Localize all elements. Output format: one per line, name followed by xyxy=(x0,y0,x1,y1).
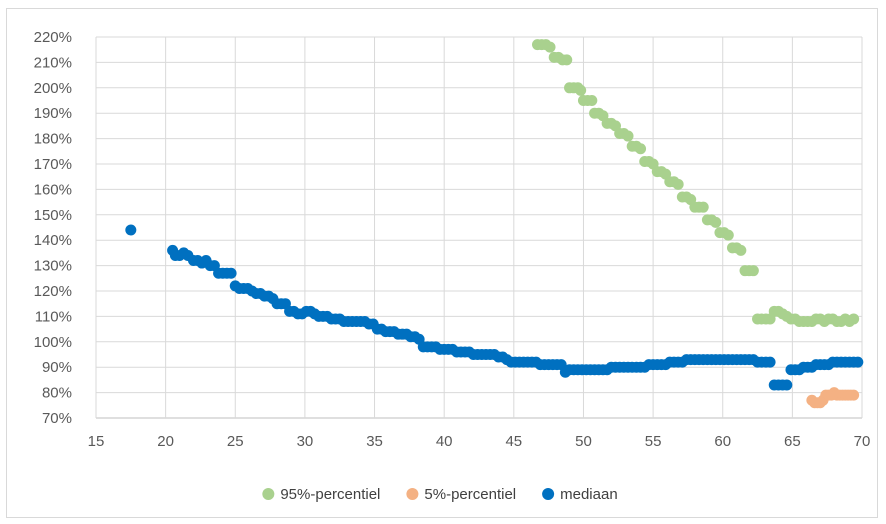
x-tick-label: 60 xyxy=(714,433,731,450)
legend-item: mediaan xyxy=(542,486,618,503)
x-tick-label: 30 xyxy=(297,433,314,450)
data-point xyxy=(125,224,137,236)
legend: 95%-percentiel 5%-percentiel mediaan xyxy=(262,486,618,503)
data-point xyxy=(848,389,860,401)
data-point xyxy=(635,143,647,155)
legend-label: mediaan xyxy=(560,486,618,503)
data-point xyxy=(622,130,634,142)
y-tick-label: 190% xyxy=(34,105,72,122)
data-point xyxy=(710,216,722,228)
y-tick-label: 180% xyxy=(34,131,72,148)
y-tick-label: 200% xyxy=(34,80,72,97)
legend-marker xyxy=(542,488,555,500)
data-point xyxy=(697,201,709,213)
y-tick-label: 130% xyxy=(34,258,72,275)
legend-item: 5%-percentiel xyxy=(406,486,516,503)
data-point xyxy=(561,54,573,66)
data-point xyxy=(735,244,747,256)
data-point xyxy=(544,41,556,53)
x-tick-label: 20 xyxy=(157,433,174,450)
x-tick-label: 15 xyxy=(88,433,105,450)
series-0 xyxy=(531,39,860,327)
legend-label: 5%-percentiel xyxy=(424,486,516,503)
y-tick-label: 150% xyxy=(34,207,72,224)
x-tick-label: 50 xyxy=(575,433,592,450)
data-point xyxy=(747,265,759,277)
y-tick-label: 80% xyxy=(42,385,72,402)
series-1 xyxy=(806,387,860,409)
y-tick-label: 210% xyxy=(34,54,72,71)
x-tick-label: 55 xyxy=(645,433,662,450)
x-tick-label: 45 xyxy=(505,433,522,450)
y-axis-tick-labels: 70% 80% 90% 100% 110% 120% 130% 140% 150% 160% 170… xyxy=(34,29,72,427)
data-point xyxy=(575,84,587,96)
legend-marker xyxy=(262,488,275,500)
y-tick-label: 120% xyxy=(34,283,72,300)
data-point xyxy=(848,313,860,325)
data-point xyxy=(764,356,776,368)
data-point xyxy=(225,267,237,279)
legend-label: 95%-percentiel xyxy=(280,486,380,503)
legend-marker xyxy=(406,488,419,500)
data-point xyxy=(852,356,864,368)
series-2 xyxy=(125,224,864,391)
data-point xyxy=(672,178,684,190)
x-tick-label: 70 xyxy=(854,433,871,450)
y-tick-label: 110% xyxy=(35,308,72,325)
y-tick-label: 70% xyxy=(42,410,72,427)
data-point xyxy=(586,95,598,106)
y-tick-label: 170% xyxy=(34,156,72,173)
x-axis-tick-labels: 15 20 25 30 35 40 45 50 55 60 65 70 xyxy=(88,433,871,450)
y-tick-label: 220% xyxy=(34,29,72,46)
gridlines xyxy=(95,36,863,419)
x-tick-label: 65 xyxy=(784,433,801,450)
data-points xyxy=(125,39,864,409)
y-tick-label: 140% xyxy=(34,232,72,249)
legend-item: 95%-percentiel xyxy=(262,486,380,503)
y-tick-label: 160% xyxy=(34,181,72,198)
x-tick-label: 25 xyxy=(227,433,244,450)
x-tick-label: 35 xyxy=(366,433,383,450)
x-tick-label: 40 xyxy=(436,433,453,450)
chart-frame xyxy=(6,8,878,518)
data-point xyxy=(722,229,734,241)
y-tick-label: 100% xyxy=(34,334,72,351)
y-tick-label: 90% xyxy=(42,359,72,376)
data-point xyxy=(781,379,793,391)
